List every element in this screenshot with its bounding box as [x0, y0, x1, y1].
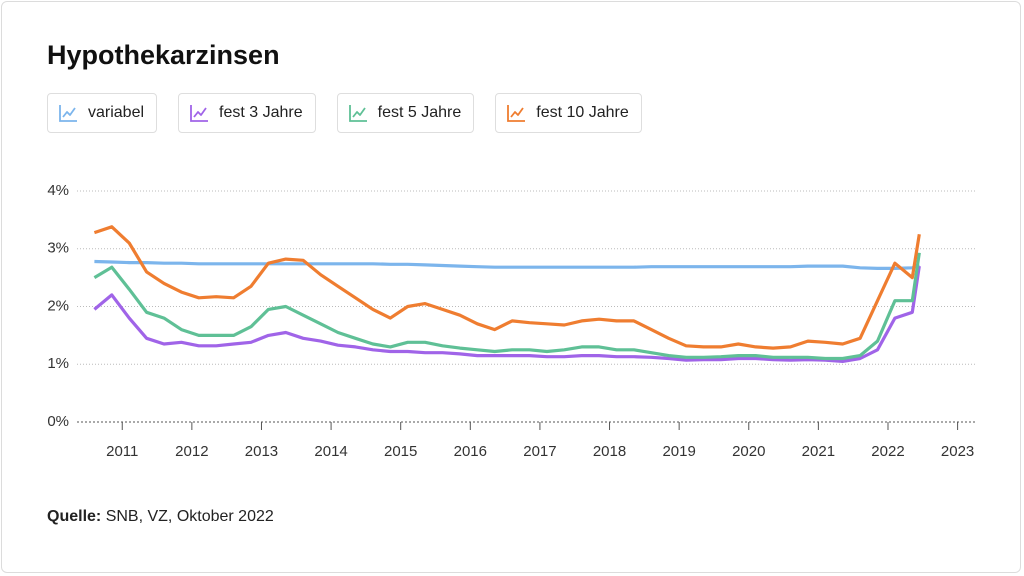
legend-icon-axis	[59, 105, 77, 122]
legend-icon-axis	[507, 105, 526, 122]
x-tick-label: 2014	[314, 443, 347, 460]
series-line	[93, 225, 921, 350]
legend-label: fest 5 Jahre	[377, 104, 462, 121]
legend-label: fest 10 Jahre	[536, 104, 629, 121]
chart-title: Hypothekarzinsen	[47, 40, 280, 70]
series-line	[93, 252, 921, 361]
legend-label: fest 3 Jahre	[219, 104, 303, 121]
x-tick-label: 2019	[662, 443, 695, 460]
x-tick-label: 2022	[871, 443, 904, 460]
legend: variabel fest 3 Jahre fest 5 Jahre fest 10 …	[47, 93, 642, 133]
x-tick-label: 2011	[106, 443, 138, 460]
legend-icon-axis	[348, 105, 367, 122]
source-label: Quelle:	[47, 508, 102, 525]
legend-item[interactable]: fest 3 Jahre	[178, 93, 316, 133]
legend-item[interactable]: fest 10 Jahre	[495, 93, 642, 133]
legend-item[interactable]: variabel	[47, 93, 158, 133]
x-tick-label: 2012	[175, 443, 208, 460]
x-tick-label: 2023	[941, 443, 974, 460]
source-text: SNB, VZ, Oktober 2022	[105, 508, 274, 525]
legend-icon-line	[62, 107, 76, 118]
legend-icon-line	[193, 107, 207, 118]
x-tick-label: 2017	[523, 443, 556, 460]
legend-icon-axis	[190, 105, 209, 122]
x-tick-label: 2020	[732, 443, 765, 460]
series-line	[93, 265, 921, 363]
series-line	[94, 259, 920, 270]
x-tick-label: 2013	[245, 443, 278, 460]
y-tick-label: 2%	[47, 297, 69, 314]
y-tick-label: 1%	[47, 355, 69, 372]
legend-icon	[190, 105, 209, 122]
legend-icon-line	[351, 107, 366, 118]
legend-item[interactable]: fest 5 Jahre	[336, 93, 475, 133]
x-tick-label: 2021	[802, 443, 835, 460]
legend-icon-line	[510, 107, 524, 118]
x-tick-label: 2015	[384, 443, 417, 460]
y-tick-label: 3%	[47, 240, 69, 257]
legend-icon	[348, 105, 367, 122]
legend-icon	[59, 105, 77, 122]
x-tick-label: 2016	[454, 443, 487, 460]
legend-icon	[507, 105, 526, 122]
legend-label: variabel	[88, 104, 145, 121]
source-note: Quelle: SNB, VZ, Oktober 2022	[47, 508, 274, 526]
y-tick-label: 0%	[47, 413, 69, 430]
x-tick-label: 2018	[593, 443, 626, 460]
y-tick-label: 4%	[47, 182, 69, 199]
